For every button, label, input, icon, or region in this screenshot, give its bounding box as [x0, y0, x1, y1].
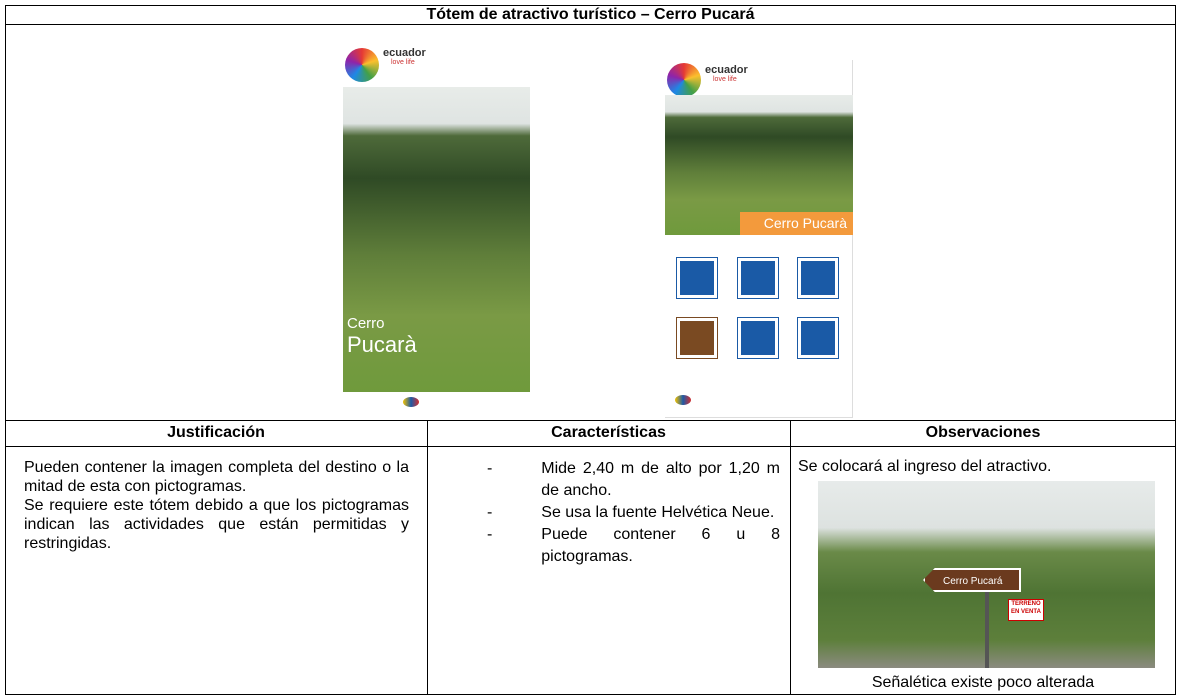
bullet: - [487, 504, 493, 521]
list-item: - Se usa la fuente Helvética Neue. [480, 502, 780, 524]
logo [345, 48, 379, 82]
sale-sign: TERRENO EN VENTA [1008, 599, 1044, 621]
banner: Cerro Pucarà [740, 212, 853, 235]
pictogram [737, 317, 779, 359]
footer-logo [675, 395, 691, 405]
column-header: Justificación [167, 424, 265, 441]
caption: Señalética existe poco alterada [871, 674, 1095, 691]
item-text: Se usa la fuente Helvética Neue. [541, 504, 775, 521]
footer-logo [403, 397, 419, 407]
brand: ecuador [705, 64, 748, 76]
column-header: Características [551, 424, 666, 441]
justification: Pueden contener la imagen completa del d… [24, 458, 409, 553]
photo [343, 87, 530, 392]
column-header: Observaciones [925, 424, 1041, 441]
brand: ecuador [383, 47, 426, 59]
rule [5, 446, 1176, 447]
site-photo: Cerro Pucará TERRENO EN VENTA [818, 481, 1155, 668]
rule [5, 24, 1176, 25]
rule [790, 420, 791, 694]
pictogram [737, 257, 779, 299]
photo [665, 95, 853, 235]
rule [427, 420, 428, 694]
bullet: - [487, 526, 493, 543]
post [985, 592, 989, 668]
observation: Se colocará al ingreso del atractivo. [798, 458, 1052, 475]
tagline: love life [713, 76, 737, 83]
item-text: Mide 2,40 m de alto por 1,20 m de ancho. [541, 460, 780, 499]
title: Tótem de atractivo turístico – Cerro Puc… [426, 6, 755, 23]
pictogram [676, 257, 718, 299]
bullet: - [487, 460, 493, 477]
sign: Cerro Pucará [923, 568, 1021, 592]
rule [5, 420, 1176, 421]
pictogram [797, 257, 839, 299]
list-item: - Puede contener 6 u 8 pictogramas. [480, 524, 780, 568]
tagline: love life [391, 59, 415, 66]
totem-name: Cerro [347, 315, 385, 332]
characteristics: - Mide 2,40 m de alto por 1,20 m de ancho… [480, 458, 780, 568]
list-item: - Mide 2,40 m de alto por 1,20 m de ancho… [480, 458, 780, 502]
paragraph: Se requiere este tótem debido a que los … [24, 497, 409, 552]
totem-name: Pucarà [347, 332, 417, 357]
logo [667, 63, 701, 97]
pictogram [676, 317, 718, 359]
totem-half: ecuador love life Cerro Pucarà [665, 60, 853, 418]
pictogram [797, 317, 839, 359]
totem-full: ecuador love life Cerro Pucarà [343, 45, 530, 415]
item-text: Puede contener 6 u 8 pictogramas. [541, 526, 780, 565]
paragraph: Pueden contener la imagen completa del d… [24, 459, 409, 495]
